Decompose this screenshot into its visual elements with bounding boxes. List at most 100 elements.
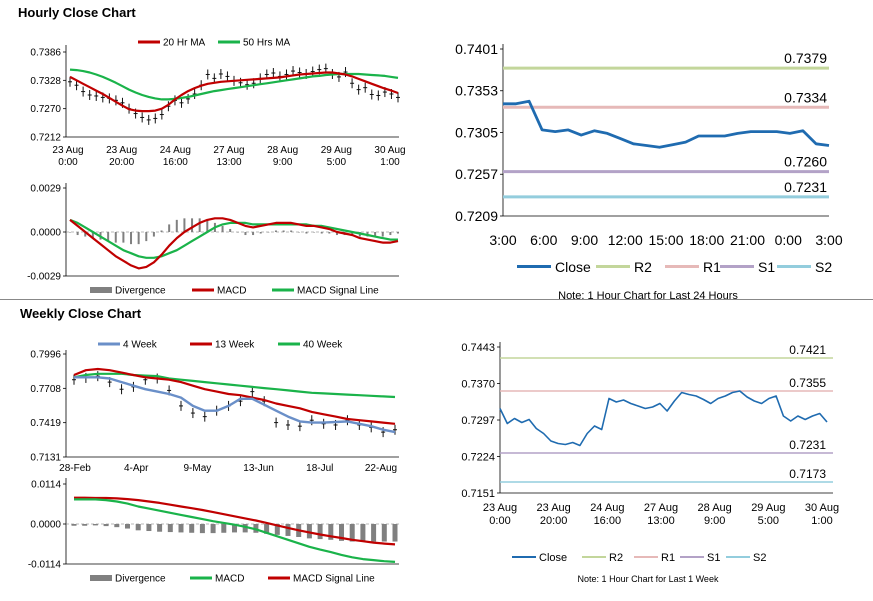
hourly-divergence-bar	[305, 232, 308, 234]
hourly24-s1-label: 0.7260	[784, 154, 827, 170]
weekly-divergence-bar	[274, 524, 280, 535]
weekly-4-week-line	[74, 376, 396, 434]
hourly-divergence-bar	[145, 232, 148, 242]
legend-50hrs-ma-label: 50 Hrs MA	[243, 38, 291, 49]
hourly-divergence-bar	[267, 232, 270, 233]
weekly1w-legend-s2-swatch	[726, 556, 750, 558]
weekly1w-ytick-label: 0.7297	[461, 415, 495, 427]
hourly-price-xtick-label: 0:00	[58, 157, 78, 168]
hourly24-r2-label: 0.7379	[784, 50, 827, 66]
hourly-divergence-bar	[335, 232, 338, 236]
hourly-divergence-bar	[252, 232, 255, 236]
weekly-divergence-bar	[114, 524, 120, 528]
hourly-price-ytick-label: 0.7328	[30, 76, 61, 87]
hourly-macd-ytick-label: 0.0000	[30, 228, 61, 239]
hourly24-xtick-label: 15:00	[648, 232, 683, 248]
legend-13-week-swatch	[190, 342, 212, 346]
weekly-legend-signal-swatch	[268, 576, 290, 580]
hourly24-legend-r1-label: R1	[703, 259, 721, 275]
hourly-divergence-bar	[84, 232, 87, 237]
hourly-legend-macd-label: MACD	[217, 286, 246, 297]
section-divider	[0, 299, 873, 300]
hourly24-ytick-label: 0.7209	[455, 208, 498, 224]
weekly-price-ytick-label: 0.7708	[30, 384, 61, 395]
hourly24-ytick-label: 0.7353	[455, 83, 498, 99]
weekly-divergence-bar	[285, 524, 291, 536]
weekly-price-xtick-label: 4-Apr	[124, 463, 149, 474]
weekly1w-xtick-label: 23 Aug	[537, 502, 571, 514]
hourly-divergence-bar	[389, 232, 392, 236]
weekly-legend-signal-label: MACD Signal Line	[293, 574, 375, 585]
weekly-divergence-bar	[71, 524, 77, 526]
hourly-price-xtick-label: 23 Aug	[106, 145, 137, 156]
hourly-divergence-bar	[282, 230, 285, 232]
weekly-divergence-bar	[328, 524, 334, 540]
hourly-divergence-bar	[175, 219, 178, 232]
weekly-price-ytick-label: 0.7419	[30, 418, 61, 429]
hourly-divergence-bar	[69, 232, 71, 233]
weekly-price-ytick-label: 0.7996	[30, 350, 61, 361]
hourly-macd-ytick-label: -0.0029	[27, 272, 61, 283]
weekly-divergence-bar	[178, 524, 184, 533]
weekly1w-close-line	[499, 390, 828, 447]
hourly24-close-line	[503, 99, 830, 149]
weekly-macd-signal-line	[74, 496, 396, 546]
hourly-divergence-bar	[381, 232, 384, 237]
hourly-divergence-bar	[351, 232, 354, 236]
weekly1w-xtick-label: 28 Aug	[698, 502, 732, 514]
weekly-divergence-bar	[92, 524, 98, 526]
weekly1w-r2-label: 0.7421	[789, 343, 826, 357]
hourly-divergence-bar	[313, 232, 316, 233]
hourly-price-xtick-label: 24 Aug	[160, 145, 191, 156]
hourly-divergence-bar	[274, 230, 277, 232]
hourly-divergence-bar	[76, 232, 79, 236]
weekly-price-xtick-label: 28-Feb	[59, 463, 91, 474]
weekly-divergence-bar	[349, 524, 355, 542]
hourly-price-xtick-label: 9:00	[273, 157, 293, 168]
weekly-price-xtick-label: 22-Aug	[365, 463, 397, 474]
hourly24-xtick-label: 18:00	[689, 232, 724, 248]
legend-50hrs-ma-swatch	[218, 40, 240, 44]
weekly1w-ytick-label: 0.7151	[461, 488, 495, 500]
hourly-macd-signal-line	[69, 218, 398, 259]
weekly1w-legend-r2-label: R2	[609, 552, 623, 564]
legend-20hr-ma-swatch	[138, 40, 160, 44]
hourly24-xtick-label: 12:00	[608, 232, 643, 248]
weekly-section-title: Weekly Close Chart	[20, 306, 142, 321]
hourly24-ytick-label: 0.7401	[455, 41, 498, 57]
hourly24-xtick-label: 3:00	[489, 232, 516, 248]
weekly1w-xtick-label: 24 Aug	[590, 502, 624, 514]
hourly-price-xtick-label: 29 Aug	[321, 145, 352, 156]
hourly-price-xtick-label: 1:00	[380, 157, 400, 168]
weekly1w-xtick-label: 29 Aug	[751, 502, 785, 514]
weekly1w-legend-r1-label: R1	[661, 552, 675, 564]
hourly-divergence-bar	[160, 230, 163, 232]
hourly24-xtick-label: 0:00	[775, 232, 802, 248]
hourly-divergence-bar	[320, 232, 323, 234]
hourly-divergence-bar	[328, 232, 331, 234]
weekly-divergence-bar	[157, 524, 163, 532]
hourly24-xtick-label: 9:00	[571, 232, 598, 248]
hourly24-xtick-label: 21:00	[730, 232, 765, 248]
legend-4-week-label: 4 Week	[123, 340, 158, 351]
weekly-divergence-bar	[339, 524, 344, 541]
weekly1w-legend-close-label: Close	[539, 552, 567, 564]
hourly-divergence-bar	[244, 232, 247, 236]
legend-40-week-swatch	[278, 342, 300, 346]
hourly-price-ytick-label: 0.7270	[30, 104, 61, 115]
hourly-divergence-bar	[229, 228, 232, 232]
legend-20hr-ma-label: 20 Hr MA	[163, 38, 206, 49]
weekly-divergence-bar	[371, 524, 377, 542]
hourly-macd-line	[69, 217, 399, 270]
hourly-divergence-bar	[191, 218, 194, 232]
weekly-legend-divergence-swatch	[90, 575, 112, 581]
hourly-divergence-bar	[198, 218, 201, 232]
weekly1w-legend-s1-label: S1	[707, 552, 720, 564]
weekly-legend-divergence-label: Divergence	[115, 574, 166, 585]
weekly-divergence-bar	[103, 524, 109, 527]
weekly1w-legend-s1-swatch	[680, 556, 704, 558]
hourly-divergence-bar	[236, 232, 239, 233]
weekly-macd-line	[74, 498, 396, 563]
